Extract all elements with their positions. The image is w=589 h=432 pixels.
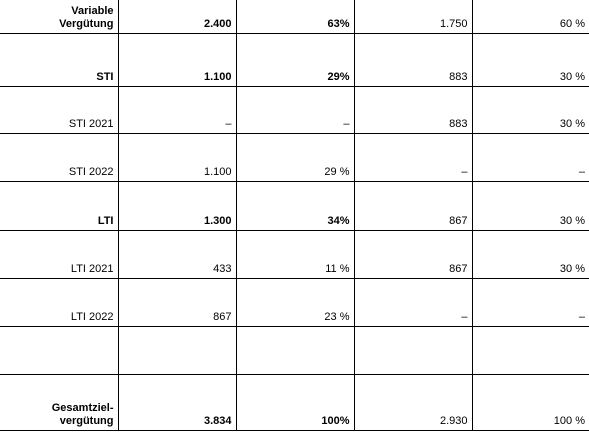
row-label-line: Vergütung: [59, 17, 114, 30]
row-label-line: LTI 2022: [70, 310, 114, 323]
value-cell: 100%: [235, 374, 354, 431]
row-label: LTI 2022: [0, 278, 118, 327]
row-label: [0, 326, 118, 375]
value-cell: –: [117, 86, 236, 134]
value-cell: 34%: [235, 181, 354, 231]
row-label: STI: [0, 33, 118, 87]
value-cell: 433: [117, 230, 236, 279]
table-row: LTI 2021 433 11 % 867 30 %: [0, 230, 589, 279]
value-cell: 883: [353, 86, 472, 134]
table-row: STI 2021– –883 30 %: [0, 86, 589, 134]
value-cell: 1.100: [117, 133, 236, 182]
row-label-line: vergütung: [59, 414, 114, 427]
value-cell: 1.300: [117, 181, 236, 231]
value-cell: 60 %: [471, 0, 589, 34]
value-cell: 883: [353, 33, 472, 87]
row-label-line: Variable: [71, 4, 114, 17]
value-cell: –: [471, 278, 589, 327]
value-cell: 30 %: [471, 33, 589, 87]
row-label-line: Gesamtziel-: [51, 401, 114, 414]
table-row: STI 2022 1.100 29 % – –: [0, 133, 589, 182]
table-row: LTI 1.300 34% 867 30 %: [0, 181, 589, 231]
value-cell: 29 %: [235, 133, 354, 182]
value-cell: 30 %: [471, 86, 589, 134]
value-cell: –: [235, 86, 354, 134]
value-cell: [353, 326, 472, 375]
row-label-line: LTI 2021: [70, 262, 114, 275]
value-cell: 867: [353, 230, 472, 279]
value-cell: 1.100: [117, 33, 236, 87]
value-cell: –: [353, 133, 472, 182]
row-label: STI 2021: [0, 86, 118, 134]
row-label-line: STI 2022: [68, 165, 114, 178]
value-cell: [117, 326, 236, 375]
table-row: STI 1.100 29% 883 30 %: [0, 33, 589, 87]
value-cell: [235, 326, 354, 375]
row-label-line: STI 2021: [68, 117, 114, 130]
table-row: LTI 2022 867 23 % – –: [0, 278, 589, 327]
table-row: Gesamtziel-vergütung 3.834 100% 2.930 100 %: [0, 374, 589, 431]
row-label: LTI: [0, 181, 118, 231]
value-cell: 1.750: [353, 0, 472, 34]
row-label-line: STI: [96, 70, 114, 83]
table-row: Variable Vergütung 2.400 63% 1.750 60 %: [0, 0, 589, 34]
value-cell: 867: [117, 278, 236, 327]
row-label: Variable Vergütung: [0, 0, 118, 34]
value-cell: 2.930: [353, 374, 472, 431]
value-cell: [471, 326, 589, 375]
value-cell: 63%: [235, 0, 354, 34]
row-label: STI 2022: [0, 133, 118, 182]
value-cell: –: [353, 278, 472, 327]
row-label-line: LTI: [97, 214, 114, 227]
value-cell: 30 %: [471, 230, 589, 279]
row-label: Gesamtziel-vergütung: [0, 374, 118, 431]
value-cell: 2.400: [117, 0, 236, 34]
value-cell: 30 %: [471, 181, 589, 231]
value-cell: 23 %: [235, 278, 354, 327]
table-row: [0, 326, 589, 375]
value-cell: 3.834: [117, 374, 236, 431]
value-cell: 11 %: [235, 230, 354, 279]
row-label: LTI 2021: [0, 230, 118, 279]
value-cell: –: [471, 133, 589, 182]
value-cell: 867: [353, 181, 472, 231]
value-cell: 100 %: [471, 374, 589, 431]
value-cell: 29%: [235, 33, 354, 87]
